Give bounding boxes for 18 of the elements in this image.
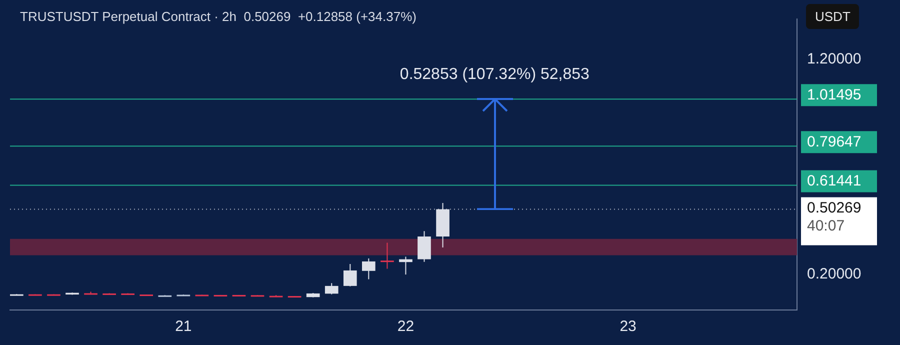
chart-title: TRUSTUSDT Perpetual Contract · 2h 0.50269 +0.12858 (+34.37%) bbox=[20, 9, 416, 24]
candlestick bbox=[380, 242, 394, 270]
x-tick-label: 22 bbox=[397, 318, 414, 336]
candlestick bbox=[399, 256, 412, 276]
ref-line-label: 0.50269 40:07 bbox=[807, 199, 862, 234]
x-tick-label: 23 bbox=[620, 318, 636, 336]
ref-line-label: 1.01495 bbox=[807, 86, 862, 104]
y-tick-label: 1.20000 bbox=[807, 50, 862, 68]
candlestick bbox=[343, 264, 357, 287]
candlestick bbox=[324, 282, 338, 295]
y-tick-label: 0.20000 bbox=[807, 265, 862, 282]
candlestick bbox=[418, 230, 431, 262]
candlestick bbox=[362, 258, 376, 280]
ref-line-label: 0.61441 bbox=[807, 172, 862, 190]
ref-line-label: 0.79647 bbox=[807, 133, 862, 150]
y-axis-title: USDT bbox=[806, 4, 860, 29]
annotation: 0.52853 (107.32%) 52,853 bbox=[400, 66, 590, 84]
x-tick-label: 21 bbox=[175, 318, 192, 336]
